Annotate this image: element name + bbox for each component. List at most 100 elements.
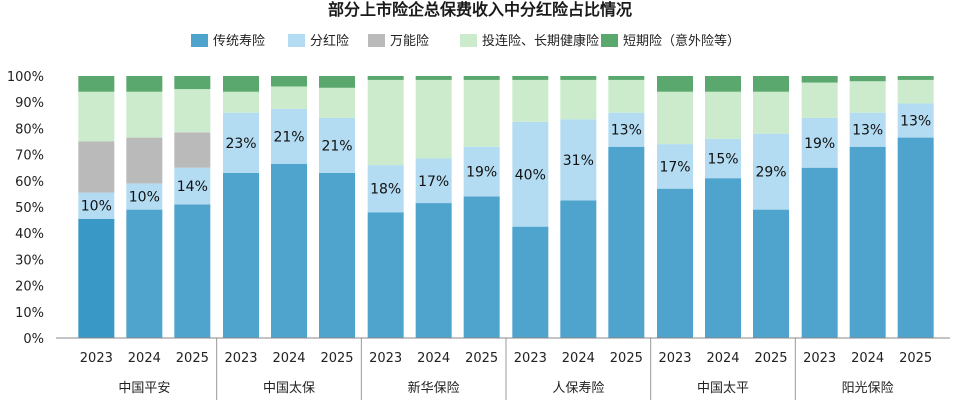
bar-segment — [897, 103, 934, 138]
x-tick-label: 2025 — [754, 351, 787, 366]
bar-segment — [367, 79, 404, 166]
bar-segment — [271, 163, 307, 338]
x-tick-label: 2023 — [658, 351, 691, 366]
y-tick-label: 100% — [7, 70, 44, 85]
data-label: 18% — [370, 182, 401, 198]
legend-swatch — [191, 34, 208, 47]
bar-segment — [319, 87, 355, 118]
bar-segment — [753, 91, 789, 134]
bar-segment — [512, 76, 549, 80]
x-tick-label: 2024 — [851, 351, 884, 366]
group-label: 中国太平 — [697, 381, 749, 396]
data-label: 29% — [755, 165, 786, 181]
bar-segment — [367, 212, 404, 338]
bar-segment — [126, 209, 163, 338]
x-tick-label: 2025 — [176, 351, 209, 366]
y-tick-label: 0% — [23, 332, 44, 347]
bar-segment — [463, 76, 500, 80]
bar-segment — [560, 119, 597, 201]
bar-segment — [849, 81, 886, 113]
legend-swatch — [288, 34, 305, 47]
x-tick-label: 2024 — [417, 351, 450, 366]
bar-segment — [319, 117, 355, 173]
bar-segment — [367, 76, 404, 80]
x-tick-label: 2024 — [128, 351, 161, 366]
data-label: 10% — [81, 199, 112, 215]
bar-segment — [512, 226, 549, 338]
bar-segment — [223, 76, 259, 92]
y-tick-label: 30% — [15, 253, 44, 268]
bar-segment — [78, 76, 115, 92]
bar-segment — [223, 112, 259, 173]
data-label: 14% — [177, 179, 208, 195]
bar-segment — [271, 108, 307, 164]
x-tick-label: 2025 — [899, 351, 932, 366]
y-tick-label: 40% — [15, 227, 44, 242]
bar-segment — [560, 79, 597, 120]
x-tick-label: 2023 — [80, 351, 113, 366]
bar-segment — [126, 137, 163, 184]
bar-segment — [608, 146, 645, 338]
bar-segment — [415, 79, 452, 159]
legend-label: 投连险、长期健康险 — [482, 33, 599, 49]
bar-segment — [174, 89, 211, 133]
legend-swatch — [601, 34, 618, 47]
bar-segment — [126, 183, 163, 210]
x-tick-label: 2025 — [465, 351, 498, 366]
bar-segment — [174, 76, 211, 90]
x-tick-label: 2023 — [369, 351, 402, 366]
bar-segment — [657, 188, 693, 338]
bar-segment — [849, 112, 886, 147]
bar-segment — [560, 200, 597, 338]
bar-segment — [801, 76, 838, 83]
x-tick-label: 2023 — [514, 351, 547, 366]
bar-segment — [705, 76, 741, 92]
bar-segment — [849, 76, 886, 82]
bar-segment — [463, 79, 500, 147]
y-axis: 0% 10% 20% 30% 40% 50% 60% 70% 80% 90% 100% — [7, 70, 44, 347]
bar-segment — [753, 76, 789, 92]
y-tick-label: 80% — [15, 122, 44, 137]
data-label: 21% — [273, 129, 304, 145]
bar-segment — [608, 112, 645, 147]
bar-segment — [463, 146, 500, 197]
bar-segment — [223, 172, 259, 338]
legend-label: 短期险（意外险等） — [623, 33, 740, 49]
y-tick-label: 60% — [15, 175, 44, 190]
bar-segment — [897, 76, 934, 80]
x-tick-label: 2025 — [320, 351, 353, 366]
chart-title: 部分上市险企总保费收入中分红险占比情况 — [328, 0, 632, 19]
y-tick-label: 20% — [15, 280, 44, 295]
bar-segment — [271, 86, 307, 109]
plot-area: 10% 10% 14% 23% 21% 21% 18% 17% 19% 40% 31% 13% 17% 1… — [78, 76, 934, 338]
y-tick-label: 10% — [15, 306, 44, 321]
bar-segment — [463, 196, 500, 338]
bar-segment — [657, 144, 693, 189]
group-label: 中国平安 — [118, 381, 170, 396]
group-label: 中国太保 — [263, 381, 315, 396]
bar-segment — [319, 172, 355, 338]
bar-segment — [608, 76, 645, 80]
bar-segment — [657, 76, 693, 92]
bar-segment — [126, 76, 163, 92]
data-label: 17% — [659, 159, 690, 175]
bar-segment — [705, 138, 741, 179]
group-label: 新华保险 — [408, 380, 460, 396]
bar-segment — [512, 79, 549, 122]
bar-segment — [657, 91, 693, 145]
bar-segment — [415, 76, 452, 80]
bar-segment — [753, 133, 789, 210]
x-tick-label: 2024 — [272, 351, 305, 366]
y-tick-label: 70% — [15, 149, 44, 164]
data-label: 10% — [129, 190, 160, 206]
bar-segment — [560, 76, 597, 80]
group-label: 人保寿险 — [552, 381, 604, 396]
bar-segment — [512, 121, 549, 227]
bar-segment — [415, 203, 452, 338]
legend-label: 分红险 — [310, 33, 349, 49]
bar-segment — [608, 79, 645, 113]
bar-segment — [78, 192, 115, 219]
bar-segment — [78, 91, 115, 142]
bar-segment — [174, 204, 211, 338]
